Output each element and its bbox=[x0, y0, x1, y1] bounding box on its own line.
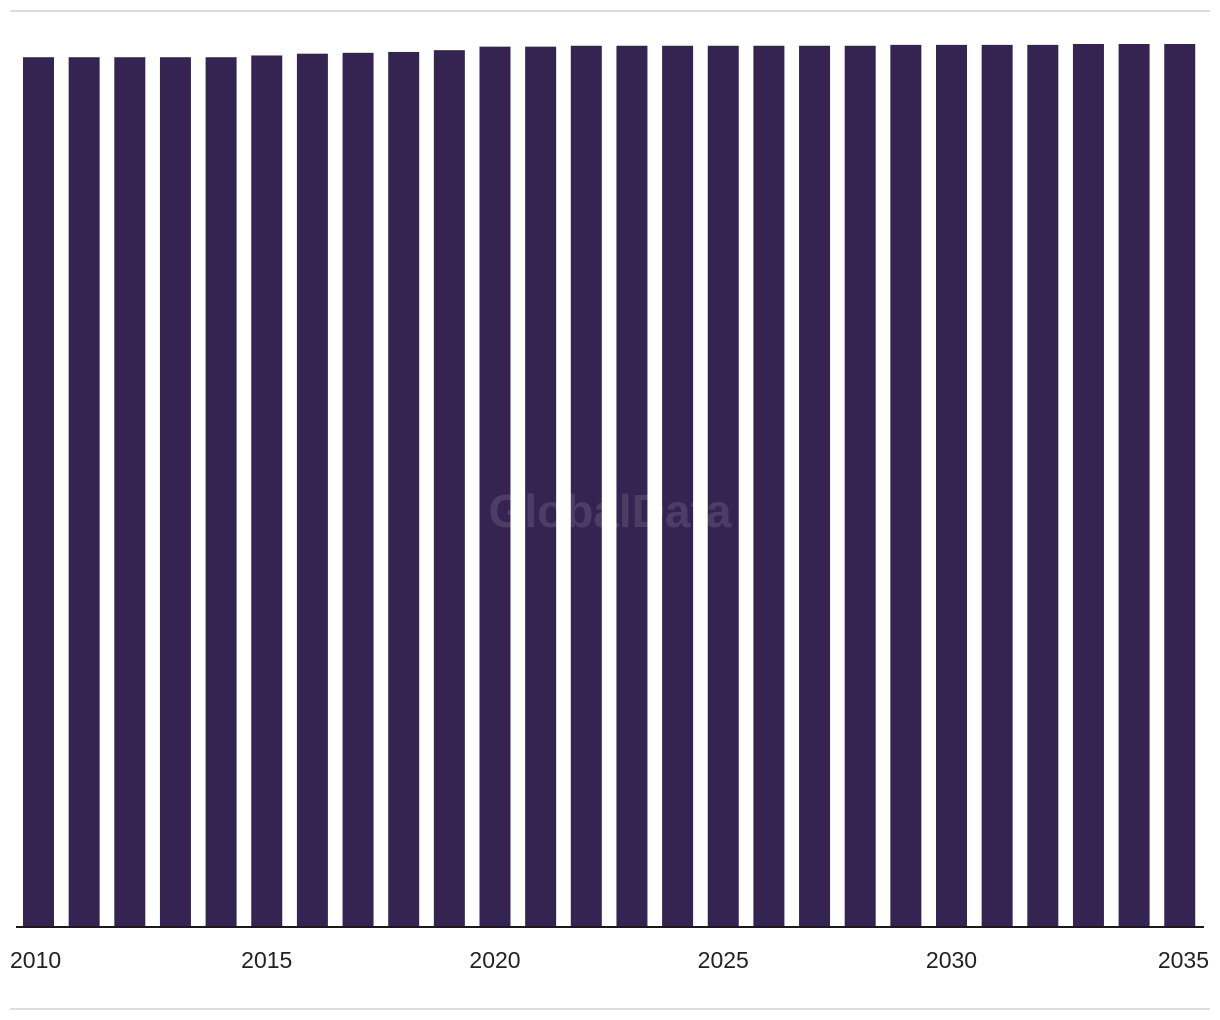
bar-2019 bbox=[433, 50, 465, 928]
bar-2030 bbox=[936, 44, 967, 927]
bar-2017 bbox=[342, 52, 374, 927]
bar-2026 bbox=[753, 45, 785, 927]
bars-group bbox=[23, 44, 1196, 928]
bar-2033 bbox=[1072, 44, 1104, 927]
bar-2022 bbox=[570, 45, 602, 927]
x-tick-label-2030: 2030 bbox=[926, 947, 977, 973]
bar-2029 bbox=[890, 44, 922, 927]
x-tick-label-2035: 2035 bbox=[1158, 947, 1209, 973]
watermark: GlobalData bbox=[489, 485, 732, 537]
x-tick-label-2015: 2015 bbox=[241, 947, 292, 973]
bar-2013 bbox=[159, 57, 191, 928]
x-tick-label-2025: 2025 bbox=[698, 947, 749, 973]
x-tick-label-2020: 2020 bbox=[469, 947, 520, 973]
bar-2027 bbox=[799, 45, 831, 927]
bar-2034 bbox=[1118, 44, 1150, 927]
bar-2035 bbox=[1164, 44, 1196, 927]
bar-2031 bbox=[981, 44, 1013, 927]
bar-2032 bbox=[1027, 44, 1059, 927]
bar-2028 bbox=[844, 45, 876, 927]
bar-2025 bbox=[707, 45, 739, 927]
bar-2018 bbox=[388, 51, 420, 927]
bar-2015 bbox=[251, 55, 283, 928]
x-tick-label-2010: 2010 bbox=[10, 947, 61, 973]
bar-2021 bbox=[525, 46, 557, 927]
bar-2020 bbox=[479, 46, 511, 927]
bar-2011 bbox=[68, 57, 100, 928]
bar-2016 bbox=[296, 53, 328, 927]
bar-2010 bbox=[23, 57, 54, 928]
bar-2014 bbox=[205, 57, 237, 928]
x-tick-labels: 2010 2015 2020 2025 2030 2035 bbox=[10, 947, 1209, 973]
bar-2023 bbox=[616, 45, 648, 927]
bar-2024 bbox=[662, 45, 694, 927]
bar-2012 bbox=[114, 57, 146, 928]
